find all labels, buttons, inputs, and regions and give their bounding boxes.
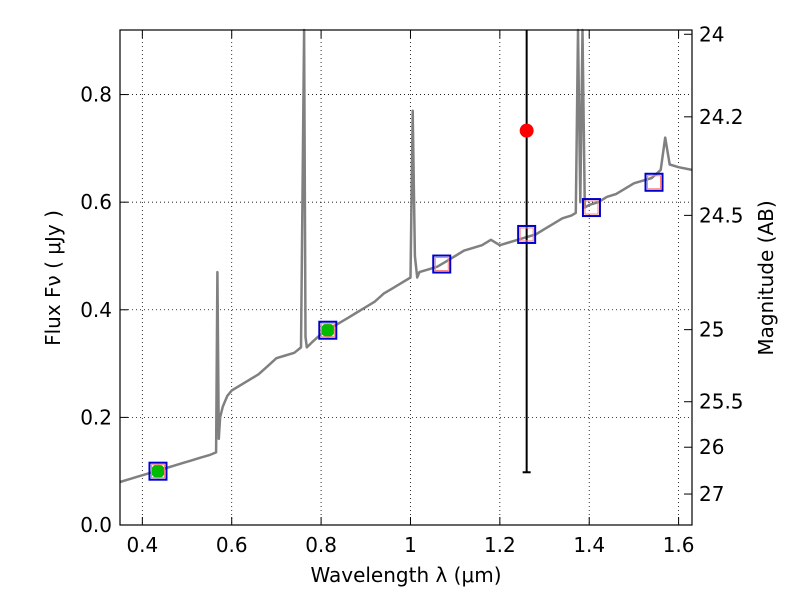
plot-frame bbox=[119, 29, 693, 526]
model-photometry-box bbox=[644, 172, 664, 192]
red-data-point bbox=[519, 123, 534, 138]
x-tick-label: 0.6 bbox=[216, 533, 248, 557]
model-box-inner bbox=[584, 200, 599, 215]
y-tick-label: 0.2 bbox=[80, 405, 112, 429]
model-photometry-box bbox=[432, 254, 452, 274]
y2-axis-title: Magnitude (AB) bbox=[754, 200, 778, 355]
x-tick-label: 1.6 bbox=[663, 533, 695, 557]
model-spectrum-line bbox=[119, 28, 693, 484]
mag-tick-label: 26 bbox=[699, 435, 724, 459]
model-photometry-box bbox=[148, 461, 168, 481]
model-box-inner bbox=[150, 464, 165, 479]
model-box-inner bbox=[519, 227, 534, 242]
y-axis-title: Flux Fν ( μJy ) bbox=[41, 210, 65, 346]
green-data-point bbox=[320, 323, 335, 338]
green-data-point bbox=[150, 464, 165, 479]
x-axis-title: Wavelength λ (μm) bbox=[310, 563, 501, 587]
x-tick-label: 1 bbox=[404, 533, 417, 557]
y-tick-label: 0.0 bbox=[80, 513, 112, 537]
marker-layer bbox=[148, 30, 664, 481]
x-tick-label: 1.2 bbox=[484, 533, 516, 557]
model-photometry-box bbox=[318, 320, 338, 340]
model-box-inner bbox=[647, 175, 662, 190]
model-box-inner bbox=[320, 323, 335, 338]
mag-tick-label: 24 bbox=[699, 22, 724, 46]
model-photometry-box bbox=[581, 198, 601, 218]
mag-tick-label: 27 bbox=[699, 482, 724, 506]
mag-tick-label: 24.2 bbox=[699, 105, 744, 129]
y-tick-label: 0.6 bbox=[80, 190, 112, 214]
x-tick-label: 0.4 bbox=[126, 533, 158, 557]
model-photometry-box bbox=[517, 224, 537, 244]
plot-background bbox=[120, 30, 692, 525]
x-tick-label: 1.4 bbox=[573, 533, 605, 557]
model-box-inner bbox=[434, 257, 449, 272]
mag-tick-label: 24.5 bbox=[699, 203, 744, 227]
x-tick-label: 0.8 bbox=[305, 533, 337, 557]
y-tick-label: 0.8 bbox=[80, 83, 112, 107]
mag-tick-label: 25 bbox=[699, 318, 724, 342]
tick-layer: 0.4 0.6 0.8 1 1.2 1.4 1.6 0.0 0.2 0.4 0.6 0.8 24 24.2… bbox=[80, 22, 743, 557]
y-tick-label: 0.4 bbox=[80, 298, 112, 322]
mag-tick-label: 25.5 bbox=[699, 390, 744, 414]
